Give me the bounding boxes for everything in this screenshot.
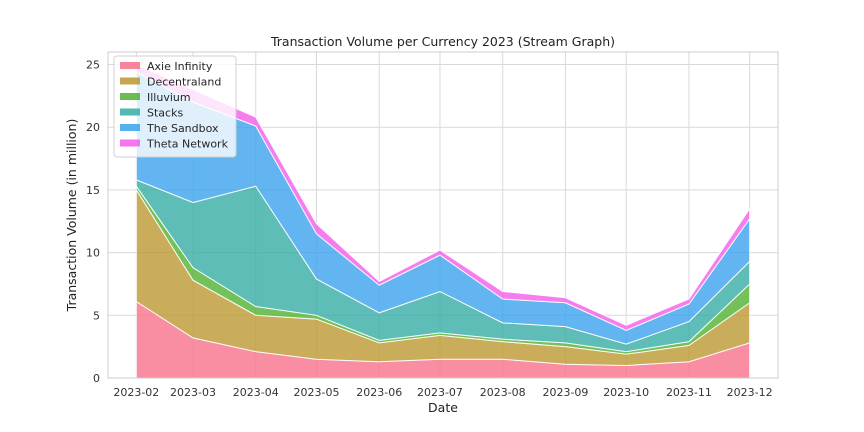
y-tick-label: 5: [93, 309, 100, 322]
legend-box: [113, 55, 237, 158]
x-tick-label: 2023-02: [113, 386, 159, 399]
y-tick-label: 15: [86, 184, 100, 197]
legend-label: Stacks: [147, 107, 183, 120]
legend-label: Decentraland: [147, 76, 221, 89]
y-axis-title: Transaction Volume (in million): [64, 119, 79, 313]
legend-label: Illuvium: [147, 91, 191, 104]
y-tick-label: 0: [93, 372, 100, 385]
x-tick-label: 2023-10: [603, 386, 649, 399]
legend-label: The Sandbox: [146, 122, 219, 135]
x-tick-label: 2023-06: [356, 386, 402, 399]
plot-border: [107, 51, 779, 379]
legend-swatch: [120, 62, 140, 69]
x-tick-label: 2023-05: [294, 386, 340, 399]
legend: Axie Infinity Decentraland Illuvium Stacks T…: [113, 55, 237, 158]
x-axis-title: Date: [428, 400, 458, 415]
legend-swatch: [120, 108, 140, 116]
x-tick-label: 2023-12: [727, 386, 773, 399]
x-tick-labels: 2023-02 2023-03 2023-04 2023-05 2023-06 2023-…: [113, 386, 772, 399]
x-tick-label: 2023-04: [233, 386, 279, 399]
legend-label: Axie Infinity: [147, 60, 213, 73]
y-tick-labels: 0 5 10 15 20 25: [86, 59, 100, 385]
chart-title: Transaction Volume per Currency 2023 (St…: [270, 34, 615, 49]
y-tick-label: 10: [86, 247, 100, 260]
x-tick-label: 2023-11: [666, 386, 712, 399]
y-tick-label: 25: [86, 59, 100, 72]
stacked-areas: [135, 63, 751, 379]
x-tick-label: 2023-03: [170, 386, 216, 399]
legend-swatch: [120, 124, 140, 131]
x-tick-label: 2023-09: [542, 386, 588, 399]
legend-swatch: [120, 139, 140, 147]
legend-swatch: [120, 77, 140, 85]
legend-swatch: [120, 93, 140, 100]
area-theta-network: [135, 63, 751, 331]
y-tick-label: 20: [86, 121, 100, 134]
x-tick-label: 2023-07: [417, 386, 463, 399]
legend-label: Theta Network: [146, 138, 229, 151]
x-tick-label: 2023-08: [480, 386, 526, 399]
